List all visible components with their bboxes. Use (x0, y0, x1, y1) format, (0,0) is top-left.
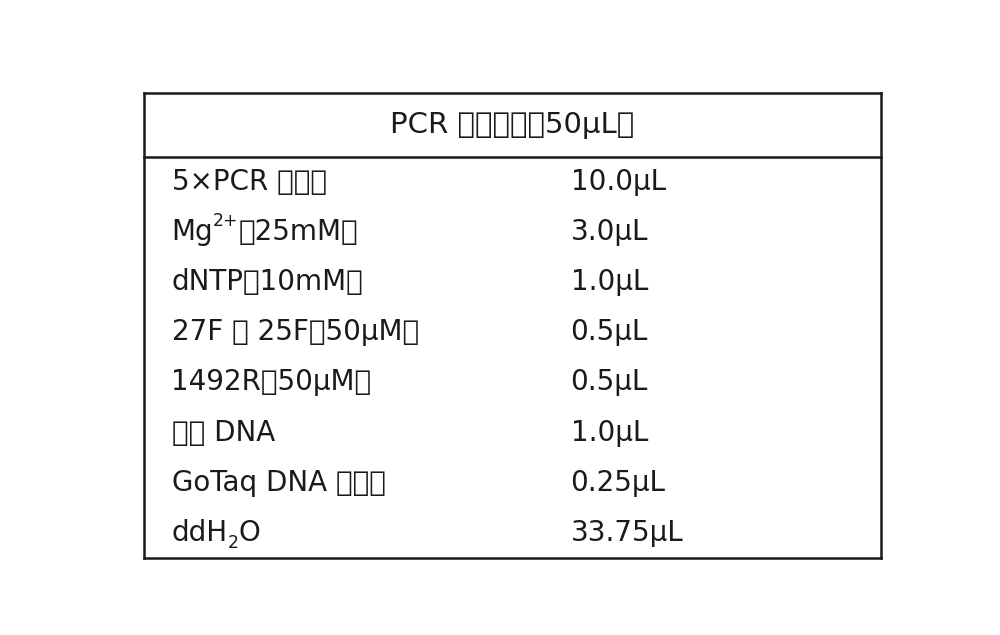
Text: 2+: 2+ (213, 212, 239, 230)
Text: 27F 或 25F（50μM）: 27F 或 25F（50μM） (172, 318, 419, 346)
Text: 模板 DNA: 模板 DNA (172, 418, 275, 446)
Text: Mg: Mg (172, 218, 213, 246)
Text: 10.0μL: 10.0μL (571, 168, 666, 196)
Text: （25mM）: （25mM） (239, 218, 358, 246)
Text: 1.0μL: 1.0μL (571, 268, 648, 296)
Text: O: O (239, 519, 260, 547)
Text: 5×PCR 缓冲液: 5×PCR 缓冲液 (172, 168, 326, 196)
Text: PCR 反应体系（50μL）: PCR 反应体系（50μL） (390, 111, 635, 139)
Text: 1492R（50μM）: 1492R（50μM） (172, 368, 372, 396)
Text: 3.0μL: 3.0μL (571, 218, 648, 246)
Text: 0.5μL: 0.5μL (571, 318, 648, 346)
Text: 1.0μL: 1.0μL (571, 418, 648, 446)
Text: 2: 2 (228, 534, 239, 552)
Text: 0.25μL: 0.25μL (571, 469, 666, 497)
Text: dNTP（10mM）: dNTP（10mM） (172, 268, 363, 296)
Text: ddH: ddH (172, 519, 228, 547)
Text: GoTaq DNA 聚合酶: GoTaq DNA 聚合酶 (172, 469, 385, 497)
Text: 0.5μL: 0.5μL (571, 368, 648, 396)
Text: 33.75μL: 33.75μL (571, 519, 683, 547)
